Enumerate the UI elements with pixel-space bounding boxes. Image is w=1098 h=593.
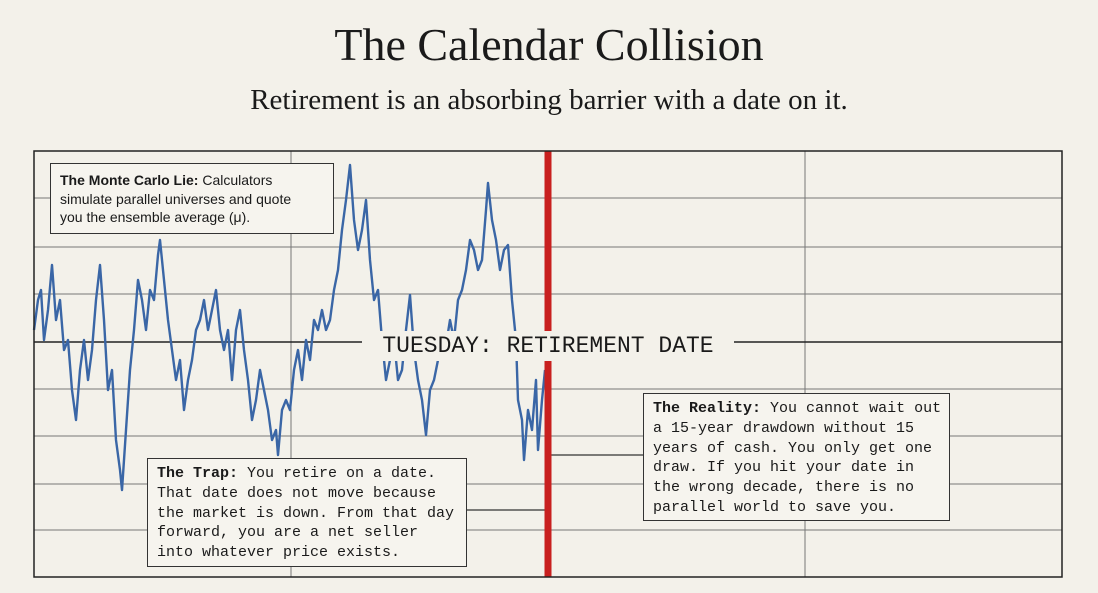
- callout-text: years of cash. You only get one: [653, 439, 933, 457]
- callout-text: simulate parallel universes and quote: [60, 190, 292, 207]
- subtitle: Retirement is an absorbing barrier with …: [250, 84, 848, 116]
- callout-text: you the ensemble average (μ).: [60, 209, 251, 225]
- title: The Calendar Collision: [334, 19, 764, 70]
- callout-text: Calculators: [202, 172, 273, 188]
- callout-text: the market is down. From that day: [157, 504, 455, 522]
- callout-text: a 15-year drawdown without 15: [653, 419, 915, 437]
- callout-text: That date does not move because: [157, 484, 437, 502]
- callout-line: The Reality: You cannot wait out: [653, 399, 942, 419]
- frame: [33, 150, 1063, 578]
- callout-line: The Monte Carlo Lie: Calculators: [60, 171, 324, 190]
- callout: The Reality: You cannot wait out a 15-ye…: [643, 393, 950, 521]
- callout-text: You retire on a date.: [247, 465, 437, 482]
- callout-text: into whatever price exists.: [157, 544, 401, 562]
- callout-text: forward, you are a net seller: [157, 524, 419, 542]
- price-path: [32, 163, 547, 492]
- callout-text: parallel world to save you.: [653, 498, 897, 516]
- callout-label: The Monte Carlo Lie:: [60, 172, 199, 188]
- callout: The Trap: You retire on a date. That dat…: [147, 458, 467, 567]
- callout-label: The Reality:: [653, 400, 762, 417]
- callout-label: The Trap:: [157, 465, 239, 482]
- center-label: TUESDAY: RETIREMENT DATE: [362, 331, 734, 361]
- callout-text: the wrong decade, there is no: [653, 479, 915, 497]
- callout-text: You cannot wait out: [770, 400, 942, 417]
- callout: The Monte Carlo Lie: Calculators simulat…: [50, 163, 334, 234]
- callout-text: draw. If you hit your date in: [653, 459, 915, 477]
- callout-line: The Trap: You retire on a date.: [157, 464, 457, 484]
